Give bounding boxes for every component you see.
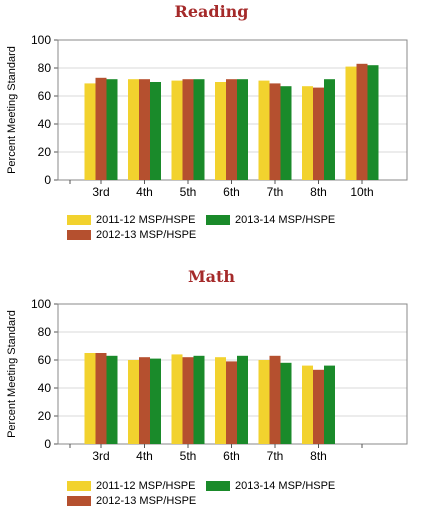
bar xyxy=(313,369,324,444)
bar xyxy=(324,365,335,444)
bar xyxy=(193,79,205,180)
x-tick-label: 5th xyxy=(180,185,197,199)
x-tick-label: 6th xyxy=(223,449,240,463)
reading-legend: 2011-12 MSP/HSPE 2013-14 MSP/HSPE 2012-1… xyxy=(0,210,423,250)
reading-chart: Reading 0 20 40 60 80 100 Percent Meeting Stan… xyxy=(0,0,423,255)
x-tick-label: 6th xyxy=(223,185,240,199)
x-tick-label: 3rd xyxy=(92,185,109,199)
math-chart-plot: 0 20 40 60 80 100 Percent Meeting Standard 3rd 4… xyxy=(6,297,408,463)
y-tick-label: 60 xyxy=(38,353,52,367)
bar xyxy=(182,79,194,180)
y-tick-label: 20 xyxy=(38,409,52,423)
x-tick-label: 10th xyxy=(350,185,373,199)
y-tick-label: 0 xyxy=(44,437,51,451)
legend-swatch-2013-14 xyxy=(206,481,230,491)
y-tick-label: 100 xyxy=(31,33,51,47)
bar xyxy=(139,357,150,444)
bar xyxy=(95,77,107,180)
bar xyxy=(150,82,161,180)
math-legend: 2011-12 MSP/HSPE 2013-14 MSP/HSPE 2012-1… xyxy=(0,474,423,514)
reading-chart-plot: 0 20 40 60 80 100 Percent Meeting Standard 3rd 4… xyxy=(6,33,408,199)
legend-label: 2011-12 MSP/HSPE xyxy=(96,480,196,492)
bar xyxy=(84,83,96,180)
bar xyxy=(269,83,281,180)
reading-legend-item-2012-13: 2012-13 MSP/HSPE xyxy=(67,229,196,241)
legend-swatch-2011-12 xyxy=(67,215,91,225)
reading-legend-item-2011-12: 2011-12 MSP/HSPE xyxy=(67,214,195,226)
y-tick-label: 80 xyxy=(38,61,52,75)
bar xyxy=(302,365,313,444)
bar xyxy=(215,357,226,444)
y-axis-label: Percent Meeting Standard xyxy=(6,46,18,174)
math-legend-item-2012-13: 2012-13 MSP/HSPE xyxy=(67,495,196,507)
x-tick-label: 7th xyxy=(267,185,284,199)
bar xyxy=(280,362,292,444)
bar xyxy=(106,355,118,444)
bar xyxy=(226,361,237,444)
bar xyxy=(237,79,248,180)
bar xyxy=(128,360,139,444)
legend-swatch-2011-12 xyxy=(67,481,91,491)
bar xyxy=(269,355,281,444)
bar xyxy=(95,353,107,444)
bar xyxy=(226,79,237,180)
bar xyxy=(258,80,270,180)
bar xyxy=(345,66,357,180)
legend-label: 2012-13 MSP/HSPE xyxy=(96,229,197,241)
legend-label: 2013-14 MSP/HSPE xyxy=(235,480,336,492)
bar xyxy=(258,360,270,444)
y-tick-label: 80 xyxy=(38,325,52,339)
y-tick-label: 60 xyxy=(38,89,52,103)
reading-legend-item-2013-14: 2013-14 MSP/HSPE xyxy=(206,214,335,226)
legend-swatch-2012-13 xyxy=(67,496,91,506)
bar xyxy=(280,86,292,180)
bar xyxy=(324,79,335,180)
x-tick-label: 7th xyxy=(267,449,284,463)
bar xyxy=(367,65,379,180)
bar xyxy=(84,353,96,444)
math-legend-item-2013-14: 2013-14 MSP/HSPE xyxy=(206,480,335,492)
math-legend-item-2011-12: 2011-12 MSP/HSPE xyxy=(67,480,195,492)
x-tick-label: 3rd xyxy=(92,449,109,463)
bar xyxy=(171,80,183,180)
legend-label: 2011-12 MSP/HSPE xyxy=(96,214,196,226)
reading-chart-title: Reading xyxy=(174,2,249,21)
math-chart: Math 0 20 40 60 80 100 Percent Meeting Standar… xyxy=(0,264,423,518)
legend-swatch-2012-13 xyxy=(67,230,91,240)
y-tick-label: 40 xyxy=(38,117,52,131)
bar xyxy=(171,354,183,444)
bar xyxy=(139,79,150,180)
bar xyxy=(237,355,248,444)
bar xyxy=(215,82,226,180)
y-tick-label: 20 xyxy=(38,145,52,159)
bar xyxy=(106,79,118,180)
legend-label: 2012-13 MSP/HSPE xyxy=(96,495,197,507)
bar xyxy=(182,357,194,444)
y-tick-label: 100 xyxy=(31,297,51,311)
bar xyxy=(128,79,139,180)
bar xyxy=(313,87,324,180)
y-tick-label: 40 xyxy=(38,381,52,395)
x-tick-label: 4th xyxy=(136,449,153,463)
math-chart-title: Math xyxy=(187,267,236,286)
x-tick-label: 8th xyxy=(310,449,327,463)
y-axis-label: Percent Meeting Standard xyxy=(6,310,18,438)
x-tick-label: 4th xyxy=(136,185,153,199)
bar xyxy=(150,358,161,444)
bar xyxy=(302,86,313,180)
bar xyxy=(356,63,368,180)
y-tick-label: 0 xyxy=(44,173,51,187)
legend-swatch-2013-14 xyxy=(206,215,230,225)
x-tick-label: 5th xyxy=(180,449,197,463)
legend-label: 2013-14 MSP/HSPE xyxy=(235,214,336,226)
x-tick-label: 8th xyxy=(310,185,327,199)
bar xyxy=(193,355,205,444)
